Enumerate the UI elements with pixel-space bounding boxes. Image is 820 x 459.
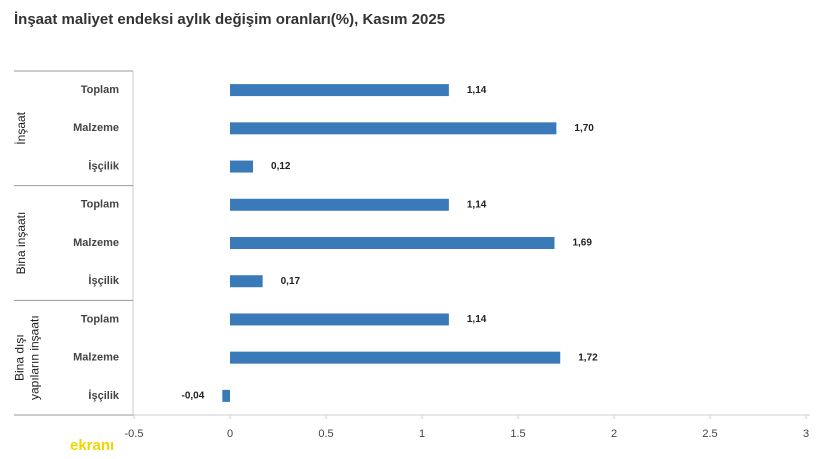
- value-label: 0,12: [271, 161, 291, 172]
- bar: [230, 237, 555, 249]
- value-label: 1,14: [467, 199, 487, 210]
- value-label: -0,04: [182, 391, 205, 402]
- value-label: 1,14: [467, 85, 487, 96]
- bar: [230, 198, 449, 211]
- category-label: Toplam: [81, 313, 120, 325]
- chart-title: İnşaat maliyet endeksi aylık değişim ora…: [14, 11, 445, 28]
- bar: [230, 160, 254, 173]
- x-tick-label: 1: [419, 428, 425, 440]
- bar: [230, 313, 449, 326]
- bar: [222, 389, 230, 402]
- category-label: İşçilik: [88, 274, 119, 287]
- category-label: Toplam: [81, 199, 120, 211]
- category-label: İşçilik: [88, 389, 119, 402]
- category-label: İşçilik: [88, 159, 119, 172]
- value-label: 1,70: [574, 123, 594, 134]
- value-label: 0,17: [281, 276, 301, 287]
- bar: [230, 351, 561, 364]
- category-label: Malzeme: [73, 122, 119, 134]
- bar: [230, 275, 263, 288]
- x-tick-label: 2: [611, 428, 617, 440]
- x-tick-label: 1.5: [510, 428, 525, 440]
- x-tick-label: 0.5: [318, 428, 333, 440]
- x-tick-label: -0.5: [125, 428, 144, 440]
- group-label: yapıların inşaatı: [28, 315, 42, 400]
- group-label: Bina inşaatı: [14, 212, 28, 275]
- category-label: Toplam: [81, 84, 120, 96]
- value-label: 1,14: [467, 314, 487, 325]
- bar: [230, 122, 557, 135]
- bar: [230, 84, 449, 97]
- x-tick-label: 3: [803, 428, 809, 440]
- value-label: 1,72: [578, 352, 598, 363]
- value-label: 1,69: [572, 238, 592, 249]
- x-tick-label: 2.5: [702, 428, 717, 440]
- group-label: İnşaat: [14, 111, 28, 144]
- watermark: ekranı: [70, 437, 114, 454]
- category-label: Malzeme: [73, 352, 119, 364]
- x-tick-label: 0: [227, 428, 233, 440]
- group-label: Bina dışı: [13, 334, 27, 381]
- category-label: Malzeme: [73, 237, 119, 249]
